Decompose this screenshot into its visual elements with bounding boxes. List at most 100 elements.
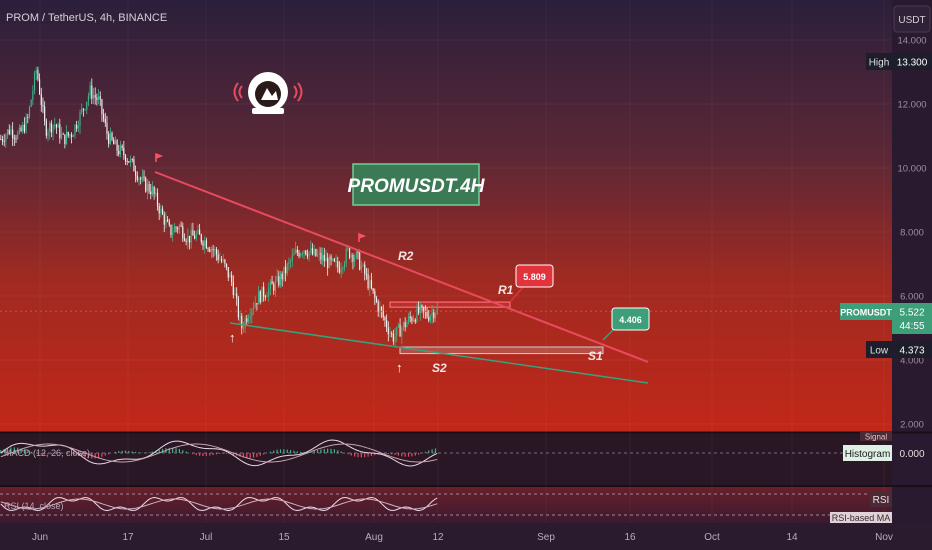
rsi-label: RSI (14, close): [4, 501, 64, 511]
candle: [1, 139, 4, 142]
current-value: 5.522: [899, 308, 924, 319]
candle: [214, 249, 216, 251]
macd-bar: [428, 450, 430, 453]
candle: [45, 121, 47, 136]
candle: [402, 322, 405, 329]
resistance-trendline[interactable]: [154, 171, 649, 363]
macd-bar: [212, 453, 214, 455]
r1-label: R1: [498, 283, 514, 297]
candle: [146, 183, 148, 192]
flag-marker-1: [155, 152, 164, 162]
macd-bar: [303, 452, 305, 453]
high-value: 13.300: [897, 58, 928, 69]
s1-label: S1: [588, 349, 603, 363]
astronaut-logo: [233, 72, 303, 114]
macd-bar: [101, 453, 103, 457]
high-label: High 13.300: [866, 53, 932, 70]
high-label-text: High: [869, 58, 890, 69]
candle: [227, 267, 229, 278]
candle: [87, 95, 90, 102]
macd-bar: [50, 453, 52, 455]
candle: [168, 221, 170, 225]
candle: [431, 312, 433, 316]
macd-bar: [434, 448, 437, 453]
candle: [113, 139, 115, 145]
macd-bar: [387, 453, 389, 455]
macd-bar: [37, 453, 39, 454]
candle: [396, 326, 398, 336]
macd-bar: [367, 453, 369, 457]
candle: [172, 232, 174, 235]
support-trendline[interactable]: [229, 322, 649, 384]
candle: [182, 226, 184, 239]
candle: [367, 274, 369, 289]
candle: [72, 135, 74, 138]
candle: [121, 145, 123, 149]
candle: [177, 228, 179, 230]
candle: [143, 176, 145, 179]
candle: [296, 249, 298, 253]
candle: [342, 267, 344, 270]
candle: [156, 192, 159, 207]
candle: [44, 106, 46, 122]
macd-bar: [13, 447, 15, 453]
macd-bar: [249, 453, 251, 458]
candle: [239, 316, 241, 318]
candle: [370, 280, 373, 289]
candle: [323, 254, 325, 262]
macd-bar: [10, 447, 12, 453]
macd-bar: [259, 453, 261, 456]
macd-bar: [138, 452, 140, 453]
candle: [236, 293, 238, 299]
candle: [281, 273, 283, 280]
macd-bar: [27, 450, 29, 453]
currency-button[interactable]: [893, 5, 931, 33]
macd-bar: [205, 453, 207, 456]
macd-bar: [239, 453, 241, 457]
candle: [264, 296, 266, 298]
chart-title: PROMUSDT.4H: [348, 176, 486, 197]
candle: [290, 260, 292, 262]
candle: [387, 327, 389, 335]
candle: [404, 322, 406, 328]
candle: [111, 132, 113, 140]
macd-bar: [185, 451, 187, 453]
candle: [99, 96, 101, 100]
candle: [391, 333, 393, 335]
candle: [82, 108, 84, 110]
candle: [225, 263, 228, 268]
candle: [364, 264, 366, 275]
candle: [141, 176, 143, 180]
candle: [348, 247, 351, 258]
time-axis-bg: [0, 523, 932, 550]
candle: [138, 178, 140, 180]
symbol-info[interactable]: PROM / TetherUS, 4h, BINANCE: [6, 12, 167, 24]
macd-bar: [6, 447, 9, 453]
candle: [257, 291, 260, 305]
macd-bar: [256, 453, 258, 457]
macd-bar: [215, 453, 218, 455]
support-zone: [399, 346, 604, 355]
candle: [175, 227, 177, 229]
candle: [104, 119, 106, 123]
candle: [180, 225, 182, 227]
candle: [57, 124, 59, 128]
candle: [301, 253, 303, 255]
candle: [311, 248, 314, 255]
candle: [389, 333, 391, 335]
macd-bar: [276, 449, 278, 453]
s2-label: S2: [432, 361, 447, 375]
main-pane-bg: [0, 0, 892, 432]
candle: [337, 261, 339, 268]
candle: [372, 288, 374, 292]
candle: [131, 158, 133, 160]
candle: [200, 234, 202, 243]
macd-bar: [242, 453, 245, 458]
macd-value: 0.000: [899, 449, 924, 460]
macd-bar: [394, 453, 396, 456]
macd-bar: [296, 451, 298, 453]
candle: [67, 132, 69, 136]
candle: [55, 124, 58, 128]
macd-label: MACD (12, 26, close): [4, 448, 90, 458]
